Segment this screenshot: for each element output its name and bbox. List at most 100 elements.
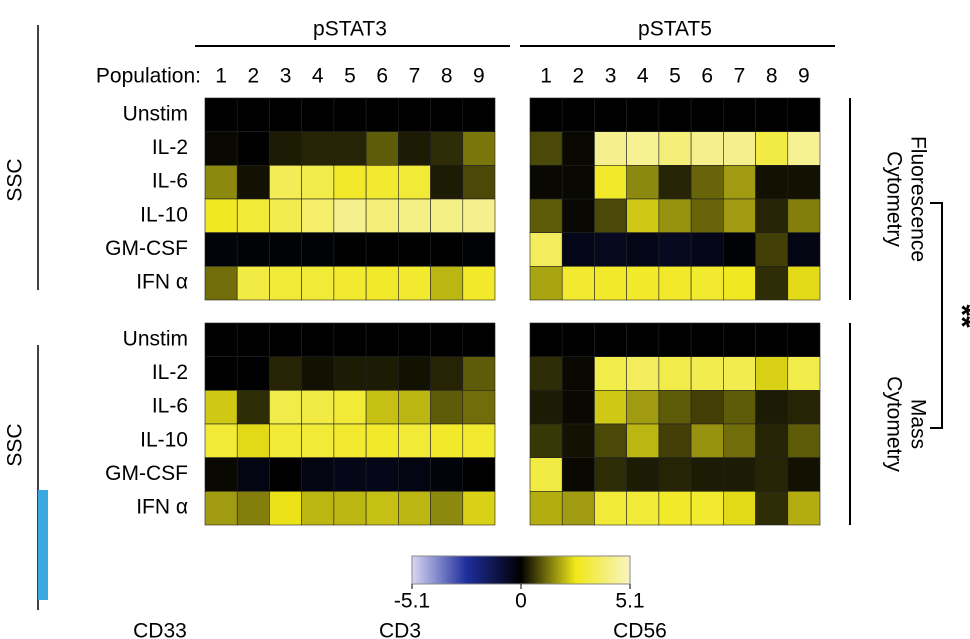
crop-plot xyxy=(38,490,48,600)
heat-cell xyxy=(627,165,659,199)
heat-cell xyxy=(594,98,626,132)
heat-cell xyxy=(594,390,626,424)
bottom-label: CD33 xyxy=(133,620,187,639)
colorbar xyxy=(412,556,630,584)
heat-cell xyxy=(463,458,495,492)
heat-cell xyxy=(463,165,495,199)
heat-cell xyxy=(431,390,463,424)
heat-cell xyxy=(594,132,626,166)
heat-cell xyxy=(562,165,594,199)
block-label-line: Cytometry xyxy=(882,376,905,472)
heat-cell xyxy=(366,233,398,267)
heat-cell xyxy=(723,357,755,391)
heat-cell xyxy=(237,98,269,132)
heat-cell xyxy=(562,491,594,525)
heat-cell xyxy=(302,266,334,300)
heat-cell xyxy=(627,491,659,525)
heat-cell xyxy=(205,491,237,525)
annotation: ** xyxy=(945,304,970,328)
heat-cell xyxy=(756,165,788,199)
heat-cell xyxy=(691,458,723,492)
heat-cell xyxy=(788,165,820,199)
heat-cell xyxy=(756,266,788,300)
heat-cell xyxy=(398,199,430,233)
heat-cell xyxy=(756,390,788,424)
heat-cell xyxy=(237,266,269,300)
heat-cell xyxy=(723,165,755,199)
heat-cell xyxy=(366,390,398,424)
heat-cell xyxy=(398,233,430,267)
heat-cell xyxy=(788,357,820,391)
row-label: IFN α xyxy=(136,271,188,294)
x-tick-label: 7 xyxy=(734,65,746,88)
heat-cell xyxy=(302,491,334,525)
x-tick-label: 4 xyxy=(637,65,649,88)
x-tick-label: 1 xyxy=(215,65,227,88)
heat-cell xyxy=(431,357,463,391)
heat-cell xyxy=(659,390,691,424)
heat-cell xyxy=(562,98,594,132)
heat-cell xyxy=(463,233,495,267)
heat-cell xyxy=(691,165,723,199)
heat-cell xyxy=(398,357,430,391)
heat-cell xyxy=(530,165,562,199)
x-tick-label: 2 xyxy=(247,65,259,88)
heat-cell xyxy=(269,357,301,391)
x-tick-label: 2 xyxy=(572,65,584,88)
heat-cell xyxy=(594,165,626,199)
heat-cell xyxy=(756,323,788,357)
heat-cell xyxy=(659,233,691,267)
heat-cell xyxy=(398,132,430,166)
heat-cell xyxy=(366,491,398,525)
x-tick-label: 3 xyxy=(605,65,617,88)
heat-cell xyxy=(205,98,237,132)
heat-cell xyxy=(431,132,463,166)
heat-cell xyxy=(659,424,691,458)
heat-cell xyxy=(530,390,562,424)
heat-cell xyxy=(788,233,820,267)
heat-cell xyxy=(302,424,334,458)
heat-cell xyxy=(594,458,626,492)
heat-cell xyxy=(269,323,301,357)
heat-cell xyxy=(530,233,562,267)
side-label: SSC xyxy=(4,423,27,466)
heat-cell xyxy=(302,98,334,132)
heat-cell xyxy=(691,233,723,267)
heat-cell xyxy=(463,132,495,166)
heat-cell xyxy=(594,266,626,300)
heat-cell xyxy=(562,132,594,166)
block-label-line: Mass xyxy=(906,399,929,449)
heat-cell xyxy=(562,233,594,267)
heat-cell xyxy=(366,323,398,357)
heat-cell xyxy=(530,132,562,166)
heat-cell xyxy=(366,357,398,391)
heat-cell xyxy=(756,357,788,391)
heat-cell xyxy=(659,357,691,391)
heat-cell xyxy=(366,266,398,300)
heat-cell xyxy=(205,458,237,492)
heat-cell xyxy=(530,458,562,492)
heat-cell xyxy=(237,199,269,233)
heat-cell xyxy=(237,165,269,199)
heat-cell xyxy=(691,199,723,233)
heat-cell xyxy=(530,199,562,233)
heat-cell xyxy=(788,199,820,233)
heat-cell xyxy=(627,233,659,267)
heat-cell xyxy=(398,165,430,199)
x-tick-label: 6 xyxy=(376,65,388,88)
heat-cell xyxy=(269,424,301,458)
heat-cell xyxy=(723,233,755,267)
heat-cell xyxy=(530,323,562,357)
heat-cell xyxy=(788,323,820,357)
heat-cell xyxy=(594,424,626,458)
heat-cell xyxy=(302,458,334,492)
side-label-wrap: SSC xyxy=(4,423,27,466)
heat-cell xyxy=(627,357,659,391)
heat-cell xyxy=(659,323,691,357)
heat-cell xyxy=(237,132,269,166)
heat-cell xyxy=(269,233,301,267)
heat-cell xyxy=(269,458,301,492)
heat-cell xyxy=(723,323,755,357)
heat-cell xyxy=(627,98,659,132)
row-label: IFN α xyxy=(136,496,188,519)
